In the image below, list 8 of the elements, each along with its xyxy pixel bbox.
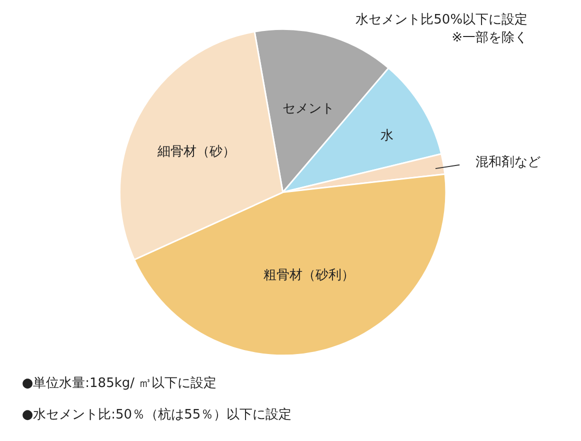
text: ●単位水量:185kg/ ㎥以下に設定 [22, 376, 217, 391]
slice-label: 細骨材（砂） [156, 144, 236, 160]
slice-label: 水 [380, 128, 394, 144]
text: 水セメント比50%以下に設定 ※一部を除く [356, 12, 528, 46]
slice-label: セメント [282, 102, 335, 117]
text: ●水セメント比:50％（杭は55％）以下に設定 [22, 407, 292, 422]
slice-label: 粗骨材（砂利） [263, 268, 354, 283]
slice-label: 混和剤など [476, 154, 541, 170]
